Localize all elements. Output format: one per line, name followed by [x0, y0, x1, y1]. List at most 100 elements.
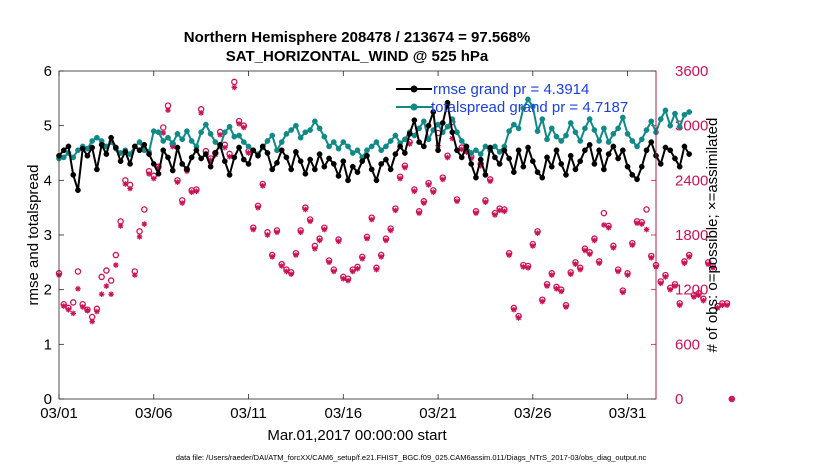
rmse-point: [534, 169, 541, 175]
obs-assimilated-stroke: [606, 225, 612, 231]
obs-assimilated-marker: [691, 294, 697, 300]
obs-assimilated-marker: [198, 110, 204, 116]
totalspread-point: [435, 121, 441, 128]
obs-assimilated-stroke: [326, 259, 332, 265]
obs-assimilated-stroke: [127, 186, 133, 191]
rmse-point: [79, 145, 86, 152]
rmse-point: [340, 158, 347, 165]
rmse-point: [169, 167, 176, 174]
rmse-point: [615, 155, 621, 162]
obs-assimilated-stroke: [250, 227, 256, 232]
obs-assimilated-stroke: [677, 302, 683, 308]
totalspread-point: [354, 147, 361, 154]
rmse-point: [136, 147, 143, 154]
totalspread-point: [662, 107, 669, 114]
obs-assimilated-stroke: [255, 205, 261, 211]
totalspread-point: [520, 105, 527, 112]
rmse-point: [226, 172, 233, 178]
rmse-point: [397, 143, 403, 150]
obs-assimilated-marker: [89, 318, 95, 325]
totalspread-point: [605, 139, 612, 145]
obs-assimilated-stroke: [610, 245, 616, 251]
obs-assimilated-stroke: [274, 229, 280, 235]
obs-assimilated-stroke: [459, 146, 465, 152]
obs-assimilated-marker: [174, 179, 181, 185]
obs-assimilated-marker: [75, 285, 81, 292]
obs-assimilated-stroke: [146, 171, 152, 177]
obs-assimilated-marker: [274, 229, 280, 236]
x-tick-label: 03/11: [230, 405, 266, 422]
obs-assimilated-marker: [108, 291, 114, 298]
totalspread-point: [586, 116, 593, 122]
obs-assimilated-marker: [634, 220, 640, 226]
obs-assimilated-marker: [710, 265, 716, 271]
totalspread-point: [577, 138, 584, 144]
obs-assimilated-marker: [117, 223, 124, 229]
rmse-point: [179, 161, 186, 167]
obs-assimilated-marker: [364, 235, 370, 242]
obs-assimilated-stroke: [440, 176, 446, 182]
rmse-point: [278, 147, 285, 154]
obs-assimilated-marker: [307, 218, 313, 225]
x-axis-ticks: 03/01 03/06 03/11 03/16 03/21 03/26 03/31: [40, 71, 646, 422]
obs-possible-marker: [103, 267, 110, 274]
obs-assimilated-stroke: [681, 260, 687, 266]
totalspread-point: [203, 121, 209, 128]
obs-assimilated-marker: [288, 271, 294, 277]
totalspread-point: [515, 125, 522, 132]
obs-assimilated-stroke: [94, 309, 100, 314]
obs-assimilated-stroke: [283, 269, 289, 274]
legend-rmse-label: rmse grand pr = 4.3914: [433, 81, 589, 98]
obs-assimilated-stroke: [288, 271, 294, 277]
totalspread-point: [150, 128, 157, 134]
obs-assimilated-marker: [387, 227, 394, 234]
rmse-point: [586, 141, 593, 148]
rmse-point: [544, 154, 550, 161]
obs-assimilated-marker: [264, 232, 271, 238]
obs-assimilated-marker: [94, 308, 100, 315]
obs-assimilated-stroke: [596, 260, 602, 266]
rmse-point: [378, 161, 385, 167]
obs-assimilated-marker: [567, 271, 574, 277]
rmse-point: [463, 143, 470, 150]
obs-assimilated-stroke: [165, 107, 171, 113]
obs-assimilated-stroke: [506, 252, 512, 258]
obs-assimilated-marker: [605, 224, 612, 231]
rmse-point: [354, 169, 361, 175]
totalspread-point: [283, 131, 290, 137]
rmse-point: [435, 147, 441, 154]
obs-assimilated-marker: [539, 298, 546, 305]
rmse-point: [288, 166, 295, 173]
rmse-point: [359, 158, 366, 165]
obs-assimilated-marker: [240, 124, 247, 131]
rmse-point: [496, 161, 503, 167]
rmse-point: [492, 154, 498, 161]
obs-possible-marker: [107, 277, 115, 284]
obs-assimilated-stroke: [454, 198, 460, 204]
chart-title-line2: SAT_HORIZONTAL_WIND @ 525 hPa: [226, 48, 489, 65]
obs-assimilated-marker: [572, 261, 579, 267]
obs-assimilated-stroke: [70, 310, 76, 316]
obs-assimilated-marker: [316, 237, 323, 244]
obs-assimilated-stroke: [141, 221, 147, 227]
obs-assimilated-marker: [165, 107, 171, 113]
rmse-point: [624, 163, 631, 170]
obs-assimilated-stroke: [364, 236, 370, 242]
obs-assimilated-marker: [392, 207, 399, 214]
rmse-point: [529, 158, 536, 165]
totalspread-point: [240, 139, 247, 145]
rmse-point: [203, 151, 209, 157]
totalspread-point: [458, 138, 465, 144]
obs-assimilated-marker: [530, 243, 536, 249]
rmse-point: [269, 166, 276, 173]
obs-assimilated-stroke: [279, 263, 285, 269]
obs-assimilated-marker: [553, 285, 560, 292]
obs-assimilated-marker: [349, 268, 356, 275]
obs-assimilated-stroke: [407, 141, 413, 147]
totalspread-point: [529, 103, 536, 110]
obs-assimilated-stroke: [625, 272, 631, 278]
obs-assimilated-marker: [700, 297, 707, 304]
obs-assimilated-marker: [278, 263, 285, 269]
obs-assimilated-marker: [558, 288, 565, 295]
obs-assimilated-stroke: [568, 271, 574, 277]
